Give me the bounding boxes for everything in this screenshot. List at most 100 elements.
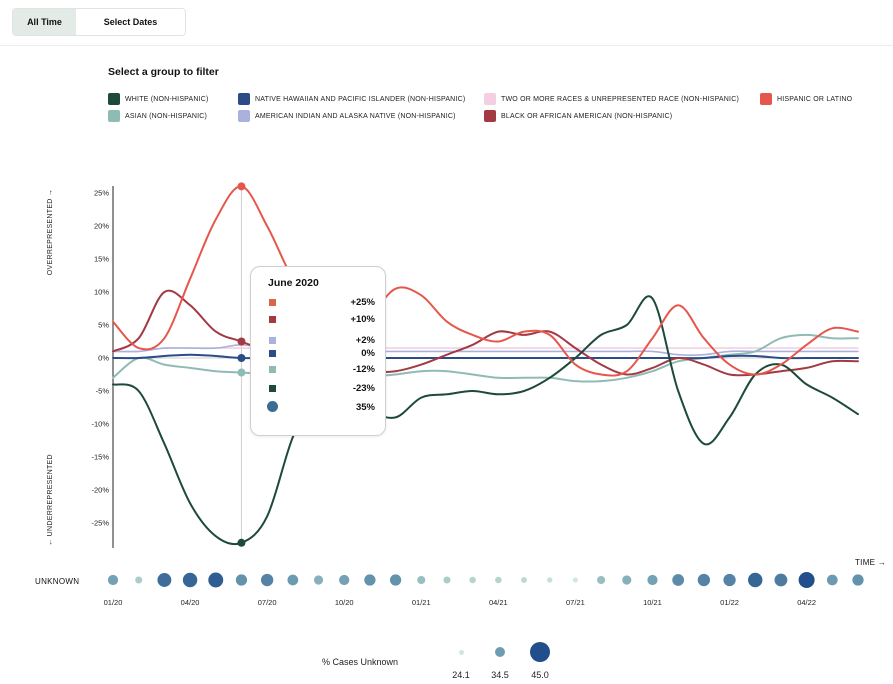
filter-title: Select a group to filter — [108, 66, 219, 78]
legend-swatch — [108, 93, 120, 105]
header-divider — [0, 45, 893, 46]
legend-label: AMERICAN INDIAN AND ALASKA NATIVE (NON-H… — [255, 112, 456, 120]
unknown-pct-dot — [235, 574, 248, 586]
legend-swatch — [238, 93, 250, 105]
unknown-pct-dot — [697, 573, 711, 587]
unknown-row-label: UNKNOWN — [35, 577, 80, 586]
tooltip-row: +10% — [269, 314, 375, 326]
unknown-pct-dot — [208, 572, 224, 588]
y-tick-label: 25% — [94, 189, 109, 198]
legend-item-hispanic[interactable]: HISPANIC OR LATINO — [760, 93, 852, 105]
size-legend-label: % Cases Unknown — [322, 657, 399, 667]
y-tick-label: 10% — [94, 288, 109, 297]
all-time-button[interactable]: All Time — [13, 9, 76, 35]
legend-item-nhpi[interactable]: NATIVE HAWAIIAN AND PACIFIC ISLANDER (NO… — [238, 93, 465, 105]
unknown-pct-dot — [157, 573, 172, 587]
unknown-pct-dot — [521, 577, 528, 583]
y-tick-label: -20% — [91, 486, 109, 495]
unknown-pct-dot — [723, 573, 736, 587]
legend-swatch — [108, 110, 120, 122]
tooltip-value: -12% — [352, 364, 375, 375]
x-tick-label: 04/22 — [797, 598, 816, 607]
y-tick-label: -10% — [91, 420, 109, 429]
unknown-pct-dot — [287, 574, 299, 586]
size-legend-dot — [458, 649, 464, 655]
unknown-pct-dot — [135, 576, 143, 584]
series-line-white — [112, 295, 859, 546]
unknown-pct-dot — [774, 573, 788, 587]
tooltip-row: -23% — [269, 383, 375, 395]
unknown-pct-dot — [107, 574, 119, 586]
unknown-pct-dot — [313, 575, 324, 585]
legend-label: HISPANIC OR LATINO — [777, 95, 853, 103]
tooltip-swatch — [269, 337, 276, 344]
size-legend-dot — [494, 646, 506, 658]
highlight-point-asian — [237, 368, 246, 377]
size-legend-value: 34.5 — [491, 670, 509, 680]
tooltip-row: +2% — [269, 335, 375, 347]
legend-item-asian[interactable]: ASIAN (NON-HISPANIC) — [108, 110, 207, 122]
tooltip-swatch — [269, 350, 276, 357]
tooltip-swatch — [269, 366, 276, 373]
unknown-pct-dot — [852, 574, 864, 586]
series-line-aian — [112, 343, 859, 356]
size-legend-dot — [530, 642, 550, 662]
legend-item-white[interactable]: WHITE (NON-HISPANIC) — [108, 93, 209, 105]
unknown-pct-dot — [826, 574, 838, 586]
series-line-black — [112, 289, 859, 377]
legend-item-multi[interactable]: TWO OR MORE RACES & UNREPRESENTED RACE (… — [484, 93, 739, 105]
unknown-pct-dot — [622, 575, 632, 585]
x-tick-label: 01/22 — [720, 598, 739, 607]
legend-swatch — [484, 110, 496, 122]
tooltip-value: +2% — [355, 335, 375, 346]
chart-tooltip: June 2020 +25% +10% +2% 0% -12% -23% 35% — [250, 266, 386, 436]
y-tick-label: -15% — [91, 453, 109, 462]
unknown-pct-dot — [597, 575, 606, 585]
tooltip-row: +25% — [269, 297, 375, 309]
x-axis-label: TIME → — [855, 558, 887, 567]
highlight-point-hispanic — [237, 182, 246, 191]
unknown-pct-dot — [572, 577, 578, 583]
legend-swatch — [484, 93, 496, 105]
tooltip-swatch — [269, 316, 276, 323]
legend-label: BLACK OR AFRICAN AMERICAN (NON-HISPANIC) — [501, 112, 673, 120]
x-tick-label: 04/20 — [181, 598, 200, 607]
size-legend-value: 24.1 — [452, 670, 470, 680]
highlight-point-black — [237, 337, 246, 346]
legend-label: WHITE (NON-HISPANIC) — [125, 95, 209, 103]
unknown-pct-dot — [389, 574, 402, 586]
series-line-multi — [112, 347, 859, 353]
select-dates-button[interactable]: Select Dates — [76, 9, 185, 35]
legend-item-aian[interactable]: AMERICAN INDIAN AND ALASKA NATIVE (NON-H… — [238, 110, 456, 122]
x-tick-label: 04/21 — [489, 598, 508, 607]
unknown-pct-dot — [417, 575, 426, 585]
x-tick-label: 01/20 — [104, 598, 123, 607]
y-tick-label: 5% — [98, 321, 109, 330]
unknown-pct-dot — [339, 574, 350, 586]
unknown-pct-dot — [260, 573, 274, 587]
y-tick-label: 20% — [94, 222, 109, 231]
tooltip-row: 0% — [269, 348, 375, 360]
unknown-pct-dot — [443, 576, 451, 584]
unknown-pct-dot — [182, 572, 198, 588]
legend-swatch — [238, 110, 250, 122]
tooltip-swatch — [269, 299, 276, 306]
legend-item-black[interactable]: BLACK OR AFRICAN AMERICAN (NON-HISPANIC) — [484, 110, 672, 122]
unknown-pct-dot — [364, 574, 376, 586]
y-tick-label: 0% — [98, 354, 109, 363]
unknown-pct-dot — [748, 572, 763, 588]
x-tick-label: 07/20 — [258, 598, 277, 607]
tooltip-value: 35% — [355, 402, 375, 413]
x-tick-label: 10/21 — [643, 598, 662, 607]
date-range-toggle[interactable]: All Time Select Dates — [12, 8, 186, 36]
tooltip-value: +10% — [350, 314, 375, 325]
tooltip-value: +25% — [350, 297, 375, 308]
unknown-pct-dot — [546, 577, 553, 583]
x-tick-label: 07/21 — [566, 598, 585, 607]
y-axis-label-top: OVERREPRESENTED → — [47, 189, 54, 275]
tooltip-title: June 2020 — [268, 277, 319, 289]
tooltip-value: -23% — [352, 383, 375, 394]
x-tick-label: 10/20 — [335, 598, 354, 607]
tooltip-value: 0% — [361, 348, 375, 359]
